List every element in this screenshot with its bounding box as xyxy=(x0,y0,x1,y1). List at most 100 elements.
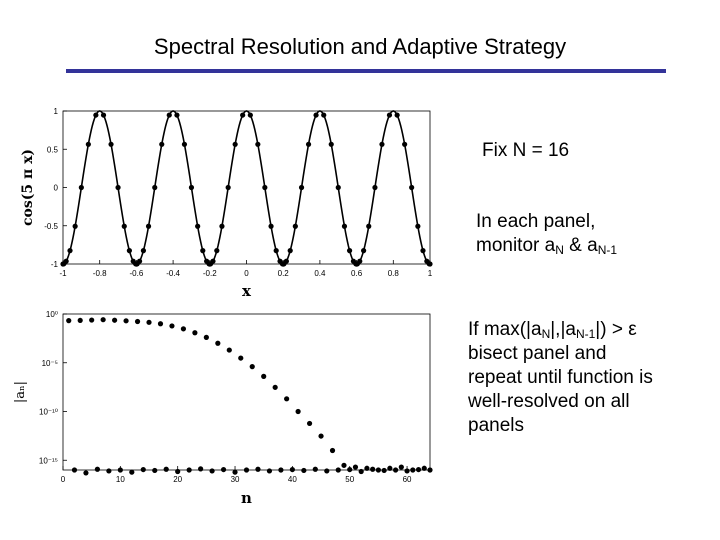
cosine-sample-point xyxy=(298,184,305,191)
cosine-sample-point xyxy=(255,141,261,147)
cosine-sample-point xyxy=(63,258,69,264)
cosine-y-tick-label: 0 xyxy=(54,184,59,193)
cosine-y-axis-label: cos(5 π x) xyxy=(20,149,36,226)
cosine-sample-point xyxy=(268,223,274,229)
cosine-x-tick-label: 0.8 xyxy=(388,269,400,278)
coefficient-point xyxy=(364,465,370,471)
cosine-sample-point xyxy=(232,141,238,147)
coefficient-x-tick-label: 20 xyxy=(173,475,182,484)
cosine-sample-point xyxy=(72,223,78,229)
cosine-sample-point xyxy=(214,248,220,254)
coefficient-point xyxy=(301,467,307,474)
coefficient-y-tick-label: 10⁻⁵ xyxy=(42,359,58,368)
cosine-chart: -1 -0.8 -0.6 -0.4 -0.2 0 0.2 0.4 0.6 0.8 1 -1 -0.5 0 0… xyxy=(20,107,433,300)
cosine-sample-point xyxy=(181,141,188,147)
coefficient-x-tick-label: 60 xyxy=(403,475,412,484)
coefficient-point xyxy=(324,468,330,474)
cosine-sample-point xyxy=(394,112,400,118)
rule-line-5: panels xyxy=(468,415,524,436)
coefficient-point xyxy=(215,340,221,346)
coefficient-point xyxy=(318,433,324,439)
coefficient-point xyxy=(347,466,353,473)
cosine-sample-point xyxy=(305,141,312,147)
cosine-x-tick-label: 1 xyxy=(428,269,433,278)
coefficient-point xyxy=(295,408,301,415)
coefficient-point xyxy=(94,466,101,472)
coefficient-point xyxy=(163,466,169,472)
coefficient-point xyxy=(410,467,416,473)
coefficient-point xyxy=(129,469,135,475)
cosine-sample-point xyxy=(313,112,319,118)
coefficient-point xyxy=(238,355,244,361)
cosine-sample-point xyxy=(126,248,132,254)
coefficient-point xyxy=(249,364,255,370)
coefficient-point xyxy=(341,462,347,468)
cosine-x-axis-label: x xyxy=(242,282,252,300)
cosine-sample-point xyxy=(287,248,293,254)
coefficient-point xyxy=(255,466,261,472)
coefficient-point xyxy=(415,466,422,473)
coefficient-y-axis-label: |aₙ| xyxy=(13,381,28,403)
cosine-sample-point xyxy=(341,223,348,229)
coefficient-y-tick-label: 10⁻¹⁰ xyxy=(39,408,58,417)
coefficient-point xyxy=(175,468,181,475)
coefficient-point xyxy=(392,467,399,473)
coefficient-point xyxy=(77,317,83,324)
cosine-y-tick-label: 0.5 xyxy=(47,145,59,154)
coefficient-point xyxy=(261,373,267,379)
coefficient-point xyxy=(329,447,336,454)
cosine-sample-point xyxy=(100,112,107,118)
coefficient-point xyxy=(117,467,123,473)
cosine-sample-point xyxy=(159,141,165,147)
coefficient-point xyxy=(381,467,387,474)
cosine-sample-point xyxy=(225,184,231,191)
cosine-sample-point xyxy=(283,258,289,264)
cosine-y-tick-label: 1 xyxy=(54,107,59,116)
coefficient-point xyxy=(89,317,95,323)
cosine-sample-point xyxy=(140,248,147,254)
coefficient-point xyxy=(157,321,164,327)
coefficient-point xyxy=(232,469,238,475)
cosine-sample-point xyxy=(195,223,201,229)
cosine-sample-point xyxy=(366,223,372,229)
cosine-sample-point xyxy=(108,141,114,147)
coefficient-point xyxy=(146,319,152,325)
cosine-sample-point xyxy=(379,141,385,147)
coefficient-point xyxy=(312,466,318,472)
coefficient-point xyxy=(335,467,341,473)
coefficient-point xyxy=(134,318,141,325)
coefficient-point xyxy=(289,466,295,473)
cosine-sample-point xyxy=(321,112,327,118)
coefficient-point xyxy=(306,420,313,427)
cosine-x-tick-label: -1 xyxy=(59,269,67,278)
coefficient-point xyxy=(112,317,118,323)
cosine-x-tick-label: 0.2 xyxy=(278,269,290,278)
cosine-x-tick-label: 0.6 xyxy=(351,269,363,278)
coefficient-point xyxy=(83,470,89,476)
cosine-sample-point xyxy=(409,184,415,191)
coefficient-point xyxy=(203,334,209,340)
coefficient-point xyxy=(209,468,215,474)
title-underline xyxy=(66,69,666,73)
cosine-x-tick-label: -0.8 xyxy=(93,269,107,278)
coefficient-x-tick-label: 50 xyxy=(345,475,354,484)
cosine-x-tick-label: -0.4 xyxy=(166,269,180,278)
cosine-sample-point xyxy=(166,112,172,118)
coefficient-point xyxy=(226,347,232,353)
coefficient-point xyxy=(71,467,78,473)
cosine-x-tick-label: -0.6 xyxy=(130,269,144,278)
coefficient-point xyxy=(123,318,129,324)
refinement-rule: If max(|aN|,|aN-1|) > ε bisect panel and… xyxy=(468,318,653,438)
cosine-sample-point xyxy=(361,248,367,254)
coefficient-y-tick-label: 10⁻¹⁵ xyxy=(39,456,58,465)
coefficient-point xyxy=(220,466,227,473)
coefficient-point xyxy=(266,468,273,474)
cosine-sample-point xyxy=(67,248,73,254)
coefficient-point xyxy=(278,467,284,473)
cosine-sample-point xyxy=(247,112,253,118)
coefficient-point xyxy=(387,465,393,471)
coefficient-point xyxy=(169,323,175,329)
coefficient-x-tick-label: 30 xyxy=(231,475,240,484)
coefficient-point xyxy=(421,465,427,471)
